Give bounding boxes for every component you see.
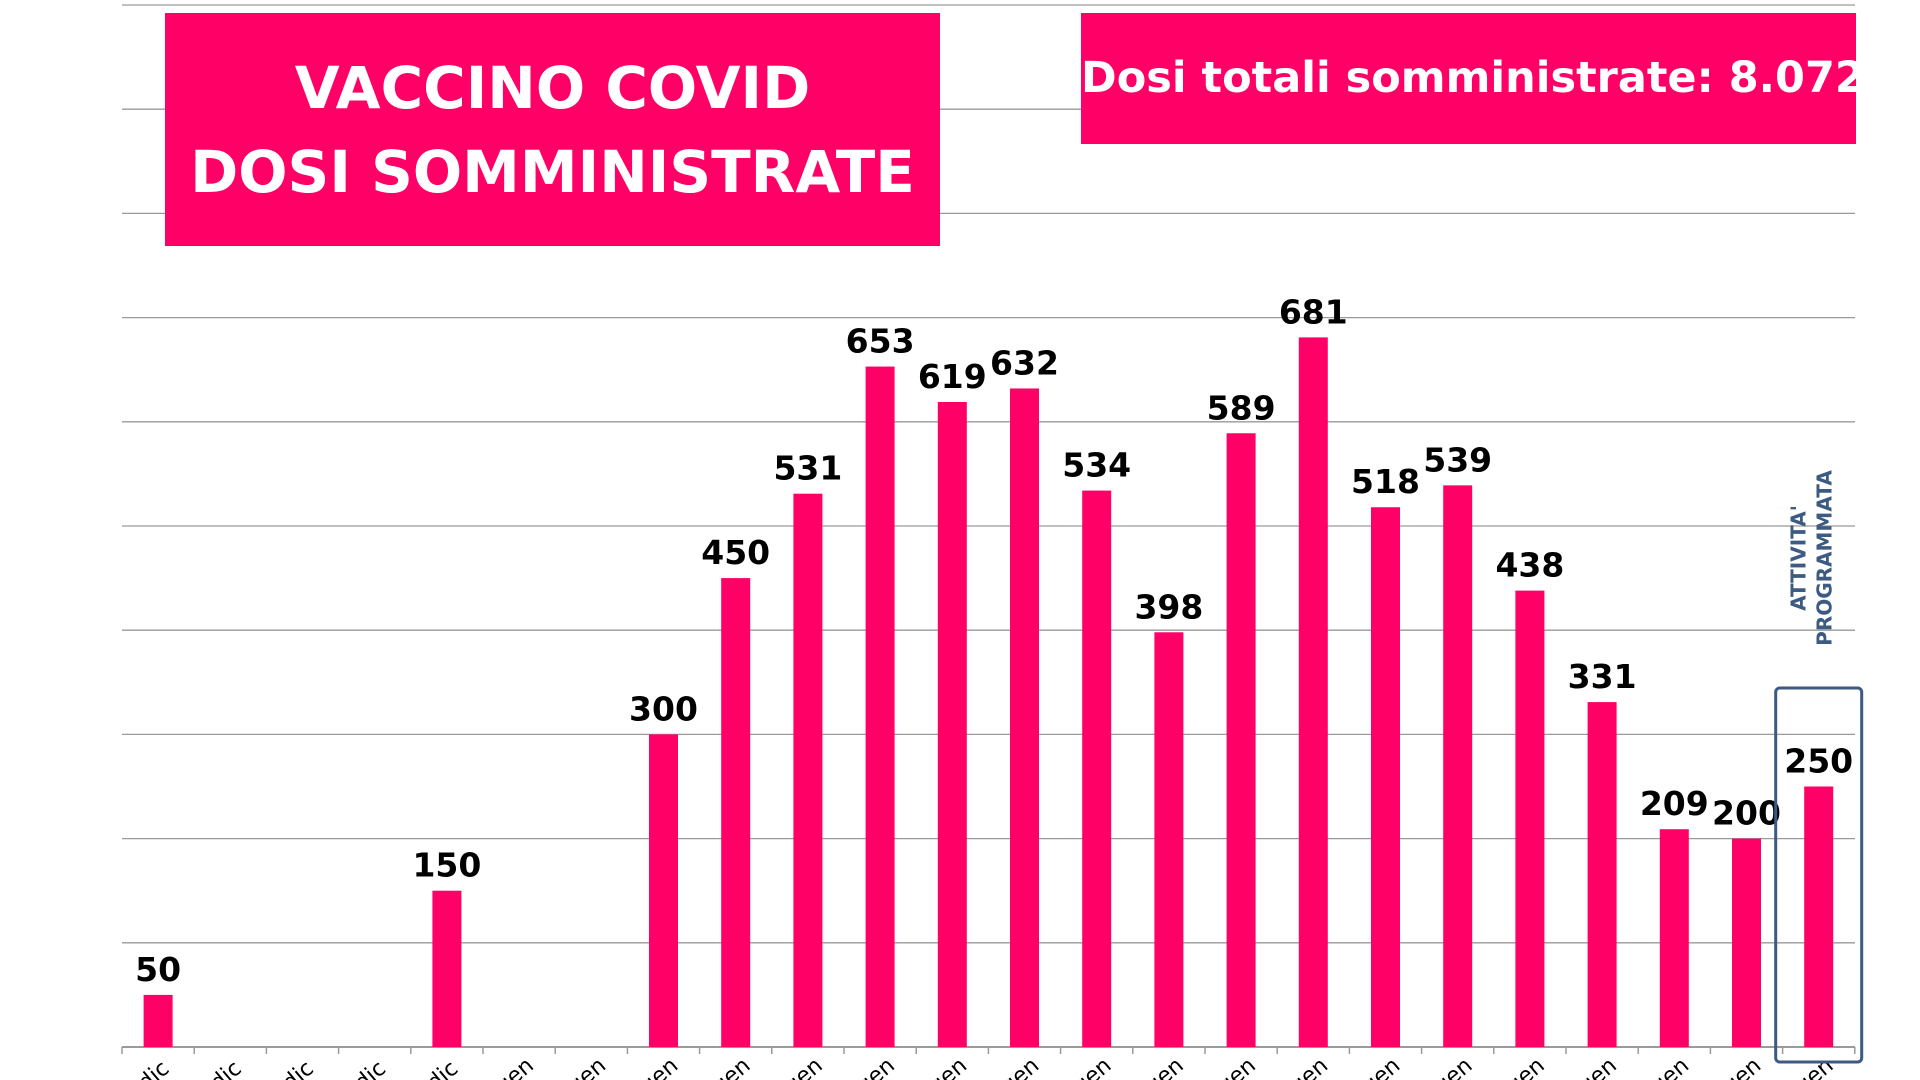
x-tick-label: gen xyxy=(1069,1053,1117,1080)
bar xyxy=(649,734,678,1047)
bar xyxy=(1371,507,1400,1047)
chart-title-box: VACCINO COVID DOSI SOMMINISTRATE xyxy=(165,13,940,246)
bar xyxy=(1226,433,1256,1048)
x-tick-labels: dic dic dic dic dic gen gen gen gen gen gen gen gen g… xyxy=(134,1053,1839,1080)
data-label: 438 xyxy=(1495,546,1564,585)
bar xyxy=(1010,388,1039,1047)
bar xyxy=(432,890,462,1047)
bar xyxy=(1659,829,1689,1047)
x-tick-label: dic xyxy=(134,1056,175,1080)
x-tick-label: gen xyxy=(1718,1053,1766,1080)
x-tick-label: gen xyxy=(852,1053,900,1080)
data-label: 300 xyxy=(629,689,698,728)
x-tick-label: gen xyxy=(780,1053,828,1080)
x-tick-label: gen xyxy=(491,1053,539,1080)
x-tick-label: gen xyxy=(563,1053,611,1080)
bar xyxy=(1154,632,1184,1047)
data-label: 518 xyxy=(1351,462,1420,501)
x-tick-label: gen xyxy=(1502,1053,1550,1080)
bar xyxy=(721,578,751,1047)
bars xyxy=(143,337,1834,1048)
x-tick-label: gen xyxy=(996,1053,1044,1080)
x-tick-label: gen xyxy=(924,1053,972,1080)
x-tick-label: gen xyxy=(1646,1053,1694,1080)
data-label: 50 xyxy=(135,950,181,989)
data-label: 534 xyxy=(1062,446,1131,485)
x-tick-label: gen xyxy=(1791,1053,1839,1080)
bar xyxy=(1732,838,1761,1047)
data-label: 589 xyxy=(1207,388,1276,427)
data-label: 331 xyxy=(1568,657,1637,696)
data-label: 632 xyxy=(990,343,1059,382)
total-doses-value: 8.072 xyxy=(1728,53,1865,103)
chart-title-line-1: VACCINO COVID xyxy=(294,53,811,122)
highlight-group: ATTIVITA' PROGRAMMATA xyxy=(1774,470,1864,1064)
x-tick-label: dic xyxy=(206,1056,247,1080)
annotation-line-2: PROGRAMMATA xyxy=(1813,470,1837,646)
x-tick-label: gen xyxy=(1285,1053,1333,1080)
data-label: 531 xyxy=(773,449,842,488)
data-label: 450 xyxy=(701,533,770,572)
bar xyxy=(143,994,173,1047)
data-label: 200 xyxy=(1712,794,1781,833)
x-tick-label: dic xyxy=(422,1056,463,1080)
data-label: 539 xyxy=(1423,440,1492,479)
bar xyxy=(793,493,823,1047)
total-doses-box: Dosi totali somministrate: 8.072 xyxy=(1081,13,1865,144)
x-tick-label: gen xyxy=(1357,1053,1405,1080)
data-label: 398 xyxy=(1134,587,1203,626)
bar xyxy=(1587,702,1617,1047)
data-label: 250 xyxy=(1784,742,1853,781)
chart-title-line-2: DOSI SOMMINISTRATE xyxy=(190,137,915,206)
bar xyxy=(1804,786,1834,1047)
bar xyxy=(1515,590,1545,1047)
x-tick-label: dic xyxy=(350,1056,391,1080)
x-tick-label: gen xyxy=(1430,1053,1478,1080)
data-label: 150 xyxy=(412,846,481,885)
x-tick-label: gen xyxy=(1213,1053,1261,1080)
data-label: 653 xyxy=(846,322,915,361)
bar xyxy=(1298,337,1328,1047)
bar xyxy=(937,402,967,1047)
highlight-box xyxy=(1774,686,1864,1064)
data-label: 209 xyxy=(1640,784,1709,823)
bar xyxy=(1443,485,1473,1047)
x-tick-label: gen xyxy=(708,1053,756,1080)
x-tick-label: gen xyxy=(635,1053,683,1080)
x-tick-label: gen xyxy=(1574,1053,1622,1080)
data-label: 619 xyxy=(918,357,987,396)
data-label: 681 xyxy=(1279,292,1348,331)
total-doses-label: Dosi totali somministrate: xyxy=(1081,53,1714,103)
x-tick-label: dic xyxy=(278,1056,319,1080)
x-tick-label: gen xyxy=(1141,1053,1189,1080)
bar xyxy=(865,366,895,1048)
annotation-line-1: ATTIVITA' xyxy=(1787,505,1811,611)
bar xyxy=(1082,490,1112,1047)
